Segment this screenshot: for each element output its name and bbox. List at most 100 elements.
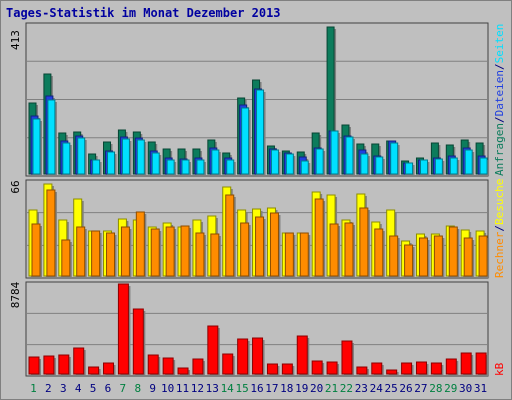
bar-rechner: [284, 232, 294, 277]
bar-seiten: [136, 139, 145, 175]
bar-rechner: [299, 232, 309, 277]
bar-seiten: [449, 157, 458, 175]
bar-kb: [162, 357, 174, 375]
bar-seiten: [92, 159, 101, 175]
bar-seiten: [390, 142, 399, 175]
bar-rechner: [404, 244, 414, 277]
bar-seiten: [181, 159, 190, 175]
day-label: 12: [191, 382, 204, 395]
day-label: 20: [310, 382, 323, 395]
bar-seiten: [166, 159, 175, 175]
bar-seiten: [330, 130, 339, 175]
bar-rechner: [150, 228, 160, 277]
legend-label: Rechner/Besuche: [493, 179, 506, 278]
bar-rechner: [478, 235, 488, 277]
bar-kb: [207, 325, 219, 375]
bar-seiten: [375, 156, 384, 175]
day-label: 5: [90, 382, 97, 395]
bar-kb: [475, 352, 487, 375]
bar-kb: [311, 360, 323, 375]
legend-entry: Dateien: [493, 70, 506, 116]
bar-seiten: [32, 118, 41, 175]
day-label: 11: [176, 382, 189, 395]
day-label: 13: [206, 382, 219, 395]
bar-seiten: [77, 137, 86, 175]
day-label: 23: [355, 382, 368, 395]
day-label: 10: [161, 382, 174, 395]
day-label: 17: [265, 382, 278, 395]
bar-kb: [281, 363, 293, 375]
bar-seiten: [315, 148, 324, 175]
bar-seiten: [300, 160, 309, 175]
day-label: 26: [399, 382, 412, 395]
bar-kb: [252, 337, 264, 375]
bar-kb: [222, 353, 234, 375]
day-label: 16: [250, 382, 263, 395]
bar-kb: [415, 361, 427, 375]
bar-rechner: [120, 226, 130, 277]
bar-kb: [460, 352, 472, 375]
bar-rechner: [374, 228, 384, 277]
bar-rechner: [31, 223, 41, 277]
bar-kb: [237, 338, 249, 375]
day-label: 21: [325, 382, 338, 395]
day-label: 27: [414, 382, 427, 395]
bar-rechner: [61, 239, 71, 277]
day-label: 15: [235, 382, 248, 395]
bar-seiten: [285, 153, 294, 175]
bar-seiten: [241, 107, 250, 175]
bar-seiten: [121, 138, 130, 175]
bar-seiten: [345, 136, 354, 175]
day-label: 19: [295, 382, 308, 395]
bar-seiten: [107, 151, 116, 175]
bar-rechner: [448, 226, 458, 277]
bar-rechner: [76, 226, 86, 277]
bar-seiten: [360, 153, 369, 175]
bar-seiten: [226, 159, 235, 175]
bar-rechner: [359, 207, 369, 277]
day-label: 2: [45, 382, 52, 395]
legend-entry: /: [493, 63, 506, 70]
day-label: 29: [444, 382, 457, 395]
bar-kb: [117, 283, 129, 375]
day-label: 30: [459, 382, 472, 395]
axis-max-label: 8784: [9, 281, 22, 308]
bar-kb: [445, 358, 457, 375]
bar-kb: [401, 362, 413, 375]
day-label: 6: [105, 382, 112, 395]
bar-rechner: [269, 212, 279, 277]
bar-kb: [430, 362, 442, 375]
day-label: 1: [30, 382, 37, 395]
bar-kb: [192, 358, 204, 375]
bar-rechner: [255, 216, 265, 277]
bar-rechner: [240, 222, 250, 277]
bar-seiten: [47, 99, 56, 175]
bar-kb: [356, 366, 368, 375]
bar-kb: [43, 355, 55, 375]
legend-entry: Anfragen: [493, 123, 506, 176]
chart-title: Tages-Statistik im Monat Dezember 2013: [6, 6, 281, 20]
bar-kb: [371, 362, 383, 375]
day-label: 7: [120, 382, 127, 395]
day-label: 3: [60, 382, 67, 395]
bar-seiten: [434, 158, 443, 175]
bar-rechner: [210, 233, 220, 277]
bar-seiten: [479, 157, 488, 175]
legend-entry: /: [493, 225, 506, 232]
bar-rechner: [180, 225, 190, 277]
bar-kb: [296, 335, 308, 375]
day-label: 28: [429, 382, 442, 395]
bar-kb: [177, 367, 189, 375]
bar-rechner: [418, 237, 428, 277]
bar-rechner: [195, 232, 205, 277]
axis-max-label: 66: [9, 180, 22, 193]
bar-kb: [58, 354, 70, 375]
bar-seiten: [419, 159, 428, 175]
bar-seiten: [196, 159, 205, 175]
legend-entry: /: [493, 116, 506, 123]
legend-entry: Besuche: [493, 179, 506, 225]
axis-max-label: 413: [9, 30, 22, 50]
bar-rechner: [463, 237, 473, 277]
bar-rechner: [389, 235, 399, 277]
bar-kb: [132, 308, 144, 375]
